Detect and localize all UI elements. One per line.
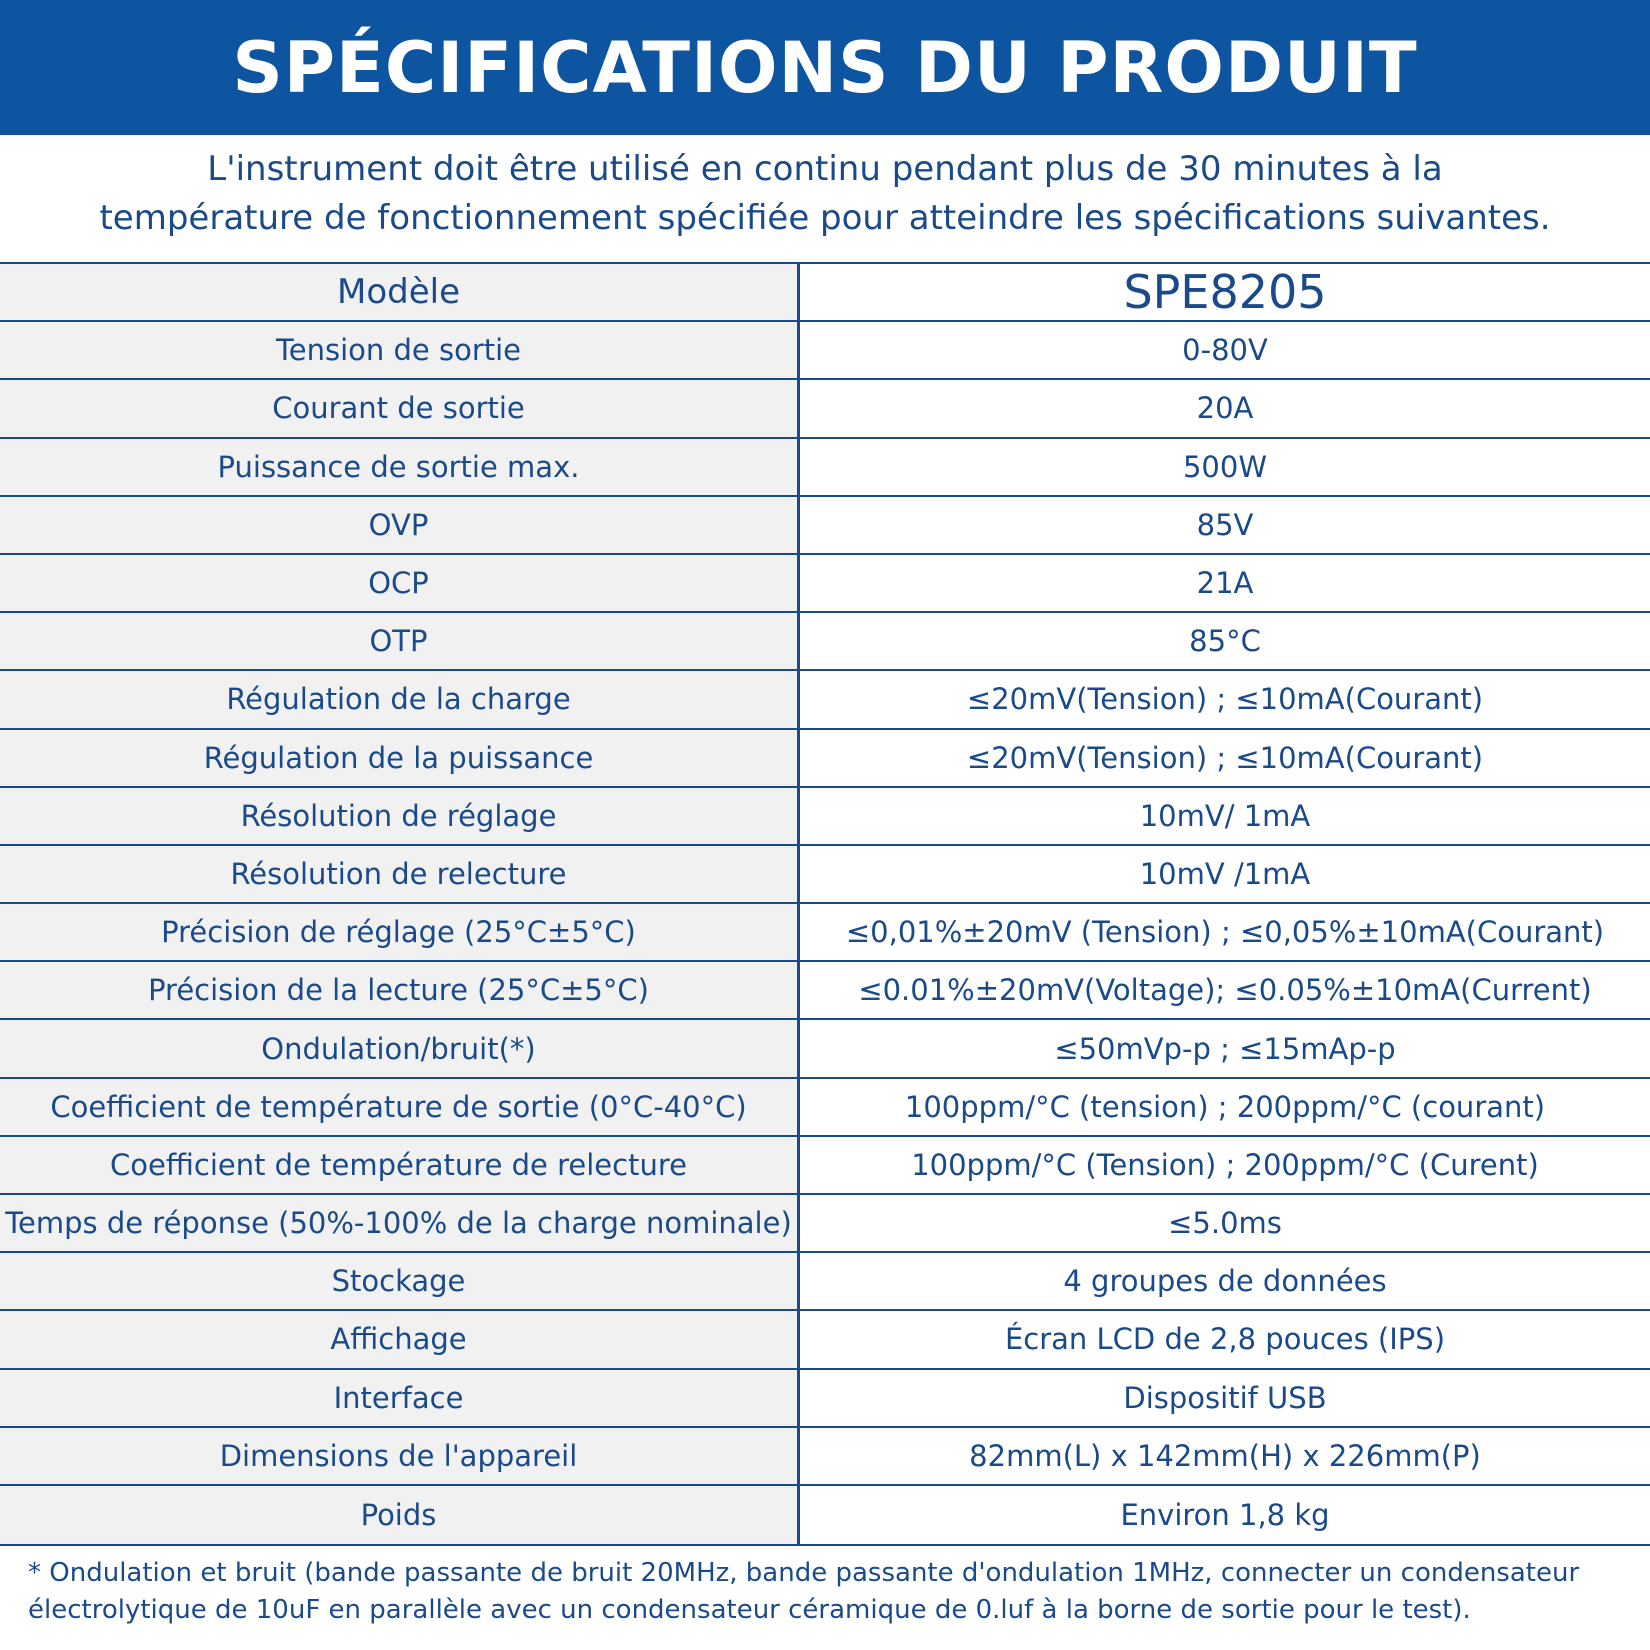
table-row: Poids Environ 1,8 kg	[0, 1485, 1650, 1545]
spec-value: 100ppm/°C (tension) ; 200ppm/°C (courant…	[800, 1078, 1650, 1135]
spec-value: 4 groupes de données	[800, 1253, 1650, 1310]
table-row: Interface Dispositif USB	[0, 1369, 1650, 1428]
table-row: Tension de sortie 0-80V	[0, 322, 1650, 381]
spec-label: Interface	[0, 1369, 800, 1426]
footnote-line-2: électrolytique de 10uF en parallèle avec…	[28, 1595, 1471, 1625]
spec-label: Puissance de sortie max.	[0, 438, 800, 495]
table-header-row: Modèle SPE8205	[0, 264, 1650, 323]
intro-line-1: L'instrument doit être utilisé en contin…	[207, 149, 1443, 189]
table-row: Dimensions de l'appareil 82mm(L) x 142mm…	[0, 1427, 1650, 1486]
table-row: Stockage 4 groupes de données	[0, 1253, 1650, 1312]
spec-value: ≤5.0ms	[800, 1195, 1650, 1252]
spec-value: 21A	[800, 554, 1650, 612]
spec-value: Dispositif USB	[800, 1369, 1650, 1426]
table-row: Ondulation/bruit(*) ≤50mVp-p ; ≤15mAp-p	[0, 1020, 1650, 1079]
spec-value: 10mV /1mA	[800, 845, 1650, 903]
spec-value: ≤0,01%±20mV (Tension) ; ≤0,05%±10mA(Cour…	[800, 904, 1650, 961]
table-row: Résolution de relecture 10mV /1mA	[0, 845, 1650, 905]
table-row: Précision de la lecture (25°C±5°C) ≤0.01…	[0, 962, 1650, 1021]
spec-label: Tension de sortie	[0, 322, 800, 379]
table-row: Résolution de réglage 10mV/ 1mA	[0, 787, 1650, 846]
spec-value: 100ppm/°C (Tension) ; 200ppm/°C (Curent)	[800, 1136, 1650, 1193]
spec-value: 500W	[800, 438, 1650, 495]
spec-label: Régulation de la puissance	[0, 729, 800, 786]
intro-text: L'instrument doit être utilisé en contin…	[0, 145, 1650, 255]
page-header: SPÉCIFICATIONS DU PRODUIT	[0, 0, 1650, 135]
spec-value: 85V	[800, 496, 1650, 553]
spec-value: Écran LCD de 2,8 pouces (IPS)	[800, 1311, 1650, 1368]
spec-label: Résolution de relecture	[0, 845, 800, 903]
intro-line-2: température de fonctionnement spécifiée …	[99, 198, 1551, 238]
spec-value: ≤50mVp-p ; ≤15mAp-p	[800, 1020, 1650, 1077]
table-row: Régulation de la charge ≤20mV(Tension) ;…	[0, 671, 1650, 730]
spec-label: Régulation de la charge	[0, 671, 800, 728]
spec-label: Dimensions de l'appareil	[0, 1427, 800, 1484]
footnote-line-1: * Ondulation et bruit (bande passante de…	[28, 1558, 1580, 1588]
specifications-table: Modèle SPE8205 Tension de sortie 0-80V C…	[0, 262, 1650, 1547]
spec-value: ≤20mV(Tension) ; ≤10mA(Courant)	[800, 671, 1650, 728]
table-row: OTP 85°C	[0, 613, 1650, 672]
spec-value: 20A	[800, 380, 1650, 437]
table-row: Coefficient de température de relecture …	[0, 1136, 1650, 1195]
spec-label: Coefficient de température de relecture	[0, 1136, 800, 1193]
table-row: Temps de réponse (50%-100% de la charge …	[0, 1195, 1650, 1254]
spec-label: OVP	[0, 496, 800, 553]
table-row: Puissance de sortie max. 500W	[0, 438, 1650, 497]
spec-label: Résolution de réglage	[0, 787, 800, 844]
spec-label: Courant de sortie	[0, 380, 800, 437]
footnote: * Ondulation et bruit (bande passante de…	[28, 1555, 1628, 1629]
spec-label: Ondulation/bruit(*)	[0, 1020, 800, 1077]
spec-label: Poids	[0, 1485, 800, 1545]
spec-label: OTP	[0, 613, 800, 670]
spec-value: ≤0.01%±20mV(Voltage); ≤0.05%±10mA(Curren…	[800, 962, 1650, 1019]
model-value: SPE8205	[800, 264, 1650, 321]
page-title: SPÉCIFICATIONS DU PRODUIT	[232, 26, 1418, 109]
spec-value: Environ 1,8 kg	[800, 1485, 1650, 1545]
table-row: OVP 85V	[0, 496, 1650, 555]
spec-label: Temps de réponse (50%-100% de la charge …	[0, 1195, 800, 1252]
spec-label: Coefficient de température de sortie (0°…	[0, 1078, 800, 1135]
spec-value: 85°C	[800, 613, 1650, 670]
spec-label: OCP	[0, 554, 800, 612]
table-row: Régulation de la puissance ≤20mV(Tension…	[0, 729, 1650, 788]
spec-label: Affichage	[0, 1311, 800, 1368]
table-row: OCP 21A	[0, 554, 1650, 614]
table-row: Précision de réglage (25°C±5°C) ≤0,01%±2…	[0, 904, 1650, 963]
spec-value: ≤20mV(Tension) ; ≤10mA(Courant)	[800, 729, 1650, 786]
spec-value: 0-80V	[800, 322, 1650, 379]
table-row: Courant de sortie 20A	[0, 380, 1650, 439]
spec-label: Précision de réglage (25°C±5°C)	[0, 904, 800, 961]
spec-label: Précision de la lecture (25°C±5°C)	[0, 962, 800, 1019]
model-label: Modèle	[0, 264, 800, 321]
spec-value: 10mV/ 1mA	[800, 787, 1650, 844]
table-row: Affichage Écran LCD de 2,8 pouces (IPS)	[0, 1311, 1650, 1370]
table-row: Coefficient de température de sortie (0°…	[0, 1078, 1650, 1137]
spec-value: 82mm(L) x 142mm(H) x 226mm(P)	[800, 1427, 1650, 1484]
spec-label: Stockage	[0, 1253, 800, 1310]
